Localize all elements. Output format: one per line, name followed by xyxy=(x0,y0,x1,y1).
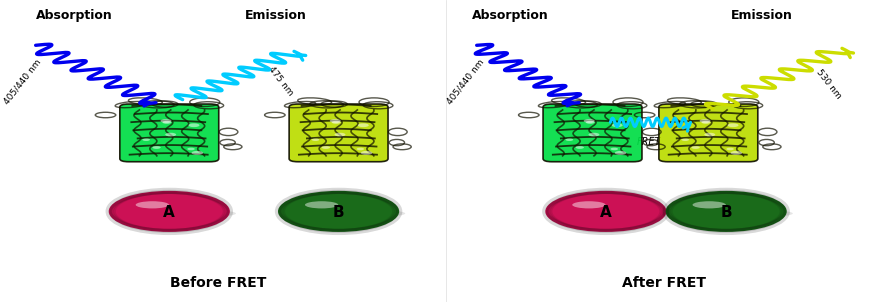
Circle shape xyxy=(611,124,623,127)
Text: Absorption: Absorption xyxy=(36,9,112,22)
Circle shape xyxy=(165,133,176,137)
Circle shape xyxy=(322,146,330,149)
FancyBboxPatch shape xyxy=(119,104,219,162)
Circle shape xyxy=(704,133,715,137)
Text: 405/440 nm: 405/440 nm xyxy=(445,57,486,106)
Circle shape xyxy=(334,133,346,137)
Text: Absorption: Absorption xyxy=(472,9,549,22)
Circle shape xyxy=(615,151,626,155)
Circle shape xyxy=(160,119,171,123)
Circle shape xyxy=(545,191,666,232)
Circle shape xyxy=(588,133,600,137)
Text: After FRET: After FRET xyxy=(622,276,706,290)
Text: A: A xyxy=(600,205,612,220)
Ellipse shape xyxy=(305,201,339,208)
Ellipse shape xyxy=(666,208,793,219)
Circle shape xyxy=(691,146,699,149)
Circle shape xyxy=(361,151,372,155)
Circle shape xyxy=(143,138,150,141)
Circle shape xyxy=(192,151,203,155)
Text: Emission: Emission xyxy=(731,9,792,22)
Text: Before FRET: Before FRET xyxy=(170,276,266,290)
Circle shape xyxy=(356,148,364,150)
FancyBboxPatch shape xyxy=(289,104,388,162)
Circle shape xyxy=(162,121,171,124)
Text: Emission: Emission xyxy=(245,9,307,22)
Ellipse shape xyxy=(135,201,169,208)
Circle shape xyxy=(278,191,399,232)
Text: 405/440 nm: 405/440 nm xyxy=(2,57,43,106)
Circle shape xyxy=(585,121,594,124)
Ellipse shape xyxy=(572,201,606,208)
Circle shape xyxy=(109,191,230,232)
Circle shape xyxy=(666,191,787,232)
Circle shape xyxy=(699,119,710,123)
Circle shape xyxy=(566,138,573,141)
Circle shape xyxy=(331,121,340,124)
Circle shape xyxy=(726,148,734,150)
Circle shape xyxy=(576,146,584,149)
Ellipse shape xyxy=(545,208,673,219)
Text: B: B xyxy=(720,205,732,220)
Ellipse shape xyxy=(109,208,236,219)
Ellipse shape xyxy=(278,208,405,219)
Circle shape xyxy=(610,148,618,150)
Text: B: B xyxy=(332,205,345,220)
Text: 530 nm: 530 nm xyxy=(814,68,843,101)
Circle shape xyxy=(330,119,340,123)
Text: FRET: FRET xyxy=(636,137,661,147)
Circle shape xyxy=(312,138,319,141)
Circle shape xyxy=(152,146,160,149)
Circle shape xyxy=(584,119,594,123)
Text: A: A xyxy=(163,205,176,220)
Circle shape xyxy=(188,124,200,127)
Circle shape xyxy=(357,124,369,127)
Circle shape xyxy=(187,148,195,150)
Circle shape xyxy=(731,151,742,155)
FancyBboxPatch shape xyxy=(659,104,758,162)
Ellipse shape xyxy=(692,201,726,208)
FancyBboxPatch shape xyxy=(544,104,642,162)
Circle shape xyxy=(701,121,710,124)
Circle shape xyxy=(682,138,689,141)
Circle shape xyxy=(727,124,739,127)
Text: 475 nm: 475 nm xyxy=(266,65,295,98)
